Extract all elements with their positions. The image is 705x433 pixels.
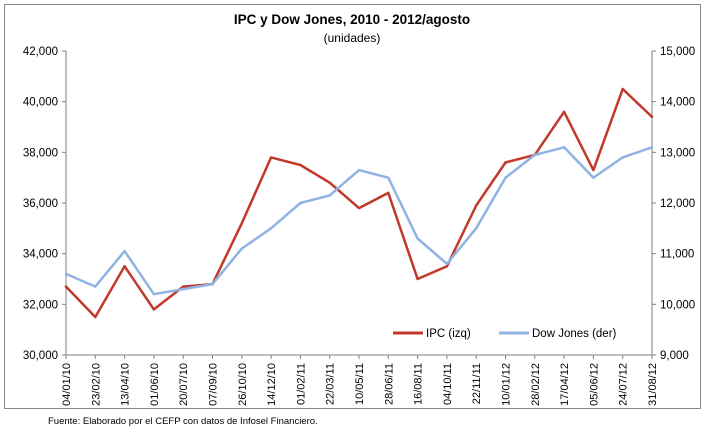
x-tick-label: 31/08/12 xyxy=(647,363,659,406)
data-point-2 xyxy=(445,262,449,265)
data-point-2 xyxy=(123,249,126,253)
data-point-2 xyxy=(475,227,478,230)
legend-label-2: Dow Jones (der) xyxy=(532,328,617,340)
data-point-1 xyxy=(64,285,68,288)
x-tick-label: 20/07/10 xyxy=(178,363,190,406)
data-point-2 xyxy=(240,247,243,250)
data-point-1 xyxy=(94,315,97,319)
y-tick-label-right: 14,000 xyxy=(660,97,695,109)
x-tick-label: 28/06/11 xyxy=(383,363,395,405)
x-tick-label: 07/09/10 xyxy=(208,363,220,406)
y-tick-label-left: 38,000 xyxy=(23,147,58,159)
x-tick-label: 04/10/11 xyxy=(442,363,454,405)
x-tick-label: 04/01/10 xyxy=(61,363,73,406)
data-point-2 xyxy=(533,153,536,157)
data-point-2 xyxy=(328,194,331,197)
x-tick-label: 16/08/11 xyxy=(413,363,425,405)
axes-group: 30,000 32,000 34,000 36,000 38,000 40,000 42,0… xyxy=(23,46,695,406)
data-point-2 xyxy=(504,176,507,179)
x-tick-label: 10/01/12 xyxy=(501,363,513,406)
data-point-1 xyxy=(650,115,654,119)
y-tick-label-right: 9,000 xyxy=(660,350,689,362)
data-point-1 xyxy=(328,181,331,184)
data-point-1 xyxy=(416,277,419,281)
data-point-2 xyxy=(592,176,595,179)
x-tick-label: 22/11/11 xyxy=(471,363,483,404)
y-tick-label-right: 15,000 xyxy=(660,46,695,58)
x-tick-label: 14/12/10 xyxy=(266,363,278,406)
data-point-1 xyxy=(445,265,449,268)
data-point-2 xyxy=(562,146,566,149)
chart-subtitle: (unidades) xyxy=(324,31,381,45)
y-tick-label-left: 34,000 xyxy=(23,249,58,261)
data-point-2 xyxy=(269,227,273,230)
data-point-1 xyxy=(504,161,507,164)
x-tick-label: 28/02/12 xyxy=(530,363,542,406)
y-tick-label-left: 32,000 xyxy=(23,299,58,311)
x-tick-label: 01/02/11 xyxy=(295,363,307,405)
data-point-1 xyxy=(152,308,156,311)
x-tick-label: 05/06/12 xyxy=(588,363,600,406)
y-tick-label-right: 11,000 xyxy=(660,249,694,261)
x-tick-label: 24/07/12 xyxy=(618,363,630,406)
data-point-2 xyxy=(299,201,302,205)
x-tick-label: 26/10/10 xyxy=(237,363,249,406)
data-point-1 xyxy=(240,222,243,225)
data-point-2 xyxy=(416,237,419,240)
x-tick-label: 01/06/10 xyxy=(149,363,161,406)
x-tick-label: 17/04/12 xyxy=(559,363,571,406)
y-tick-label-right: 10,000 xyxy=(660,299,695,311)
chart-title: IPC y Dow Jones, 2010 - 2012/agosto xyxy=(234,12,470,27)
legend: IPC (izq) Dow Jones (der) xyxy=(393,328,617,340)
data-point-1 xyxy=(299,163,302,167)
legend-label-1: IPC (izq) xyxy=(426,328,471,340)
chart-frame xyxy=(4,4,701,409)
x-tick-label: 22/03/11 xyxy=(325,363,337,405)
data-point-2 xyxy=(211,282,214,286)
data-point-1 xyxy=(562,110,566,114)
data-point-1 xyxy=(123,265,126,268)
data-point-2 xyxy=(621,156,624,159)
y-tick-label-left: 36,000 xyxy=(23,198,58,210)
x-tick-label: 23/02/10 xyxy=(90,363,102,406)
x-tick-label: 13/04/10 xyxy=(120,363,132,406)
data-point-1 xyxy=(182,285,185,288)
x-tick-label: 10/05/11 xyxy=(354,363,366,405)
source-note: Fuente: Elaborado por el CEFP con datos … xyxy=(48,416,318,427)
data-point-1 xyxy=(592,168,595,172)
data-point-2 xyxy=(182,287,185,291)
data-point-2 xyxy=(387,176,390,179)
data-point-2 xyxy=(64,272,68,276)
y-tick-label-left: 42,000 xyxy=(23,46,58,58)
y-tick-label-left: 40,000 xyxy=(23,97,58,109)
y-tick-label-right: 12,000 xyxy=(660,198,695,210)
series-layer xyxy=(64,87,654,319)
data-point-2 xyxy=(650,146,654,149)
data-point-1 xyxy=(357,206,361,210)
y-tick-label-left: 30,000 xyxy=(23,350,58,362)
data-point-2 xyxy=(357,168,361,172)
data-point-2 xyxy=(94,285,97,288)
data-point-1 xyxy=(269,156,273,159)
y-tick-label-right: 13,000 xyxy=(660,147,695,159)
data-point-1 xyxy=(621,87,624,91)
series-line-1 xyxy=(64,87,654,319)
data-point-2 xyxy=(152,293,156,296)
data-point-1 xyxy=(387,191,390,195)
data-point-1 xyxy=(475,204,478,207)
